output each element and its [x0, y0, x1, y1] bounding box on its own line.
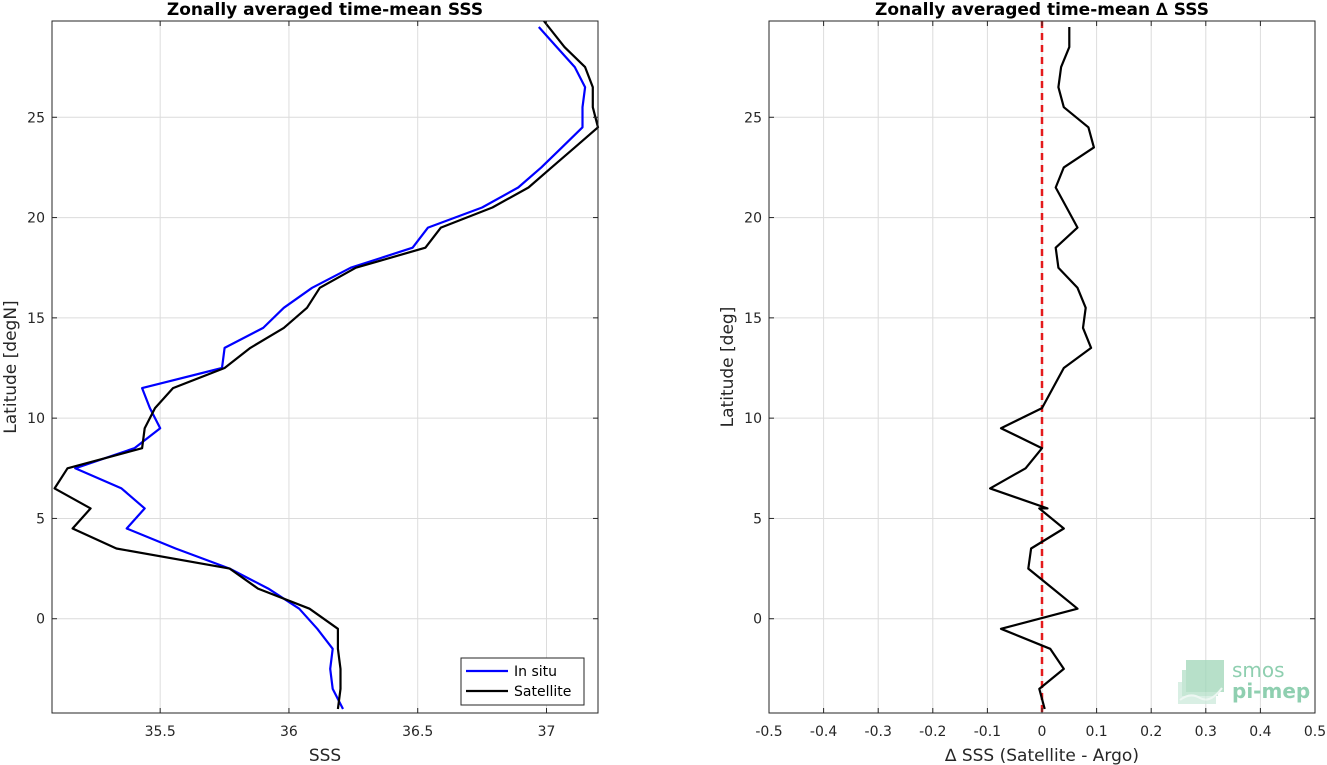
right-x-axis-label: ∆ SSS (Satellite - Argo)	[944, 746, 1139, 765]
legend-box	[460, 657, 585, 706]
x-tick-label: 0.3	[1195, 724, 1217, 740]
x-tick-label: 0.2	[1140, 724, 1162, 740]
legend-label-in-situ: In situ	[514, 664, 557, 680]
left-series	[53, 20, 600, 710]
y-tick-label: 20	[27, 211, 45, 227]
x-tick-label: -0.1	[974, 724, 1001, 740]
y-tick-label: 5	[36, 511, 45, 527]
y-tick-label: 5	[753, 511, 762, 527]
y-tick-label: 10	[27, 411, 45, 427]
x-tick-label: 36.5	[402, 724, 433, 740]
left-chart-title: Zonally averaged time-mean SSS	[167, 0, 483, 20]
logo-text-pi-mep: pi-mep	[1232, 679, 1310, 703]
y-tick-label: 0	[36, 612, 45, 628]
x-tick-label: -0.2	[919, 724, 946, 740]
y-tick-label: 25	[744, 110, 762, 126]
logo-text-smos: smos	[1232, 658, 1285, 682]
x-tick-label: -0.3	[865, 724, 892, 740]
x-tick-label: 35.5	[145, 724, 176, 740]
left-x-axis-label: SSS	[309, 746, 341, 765]
x-tick-label: 36	[280, 724, 298, 740]
left-y-axis-label: Latitude [degN]	[1, 300, 21, 433]
left-tick-labels: 35.5 36 36.5 37 0 5 10 15 20 25	[27, 21, 598, 740]
y-tick-label: 20	[744, 211, 762, 227]
sss-profile-panel: 35.5 36 36.5 37 0 5 10 15 20 25 Zonally averaged …	[1, 0, 600, 765]
legend-label-satellite: Satellite	[514, 684, 571, 700]
x-tick-label: 0.1	[1085, 724, 1107, 740]
right-chart-title: Zonally averaged time-mean ∆ SSS	[875, 0, 1209, 20]
delta-sss-panel: smos pi-mep -0.5 -0.4 -0.3 -0.2 -0.1 0 0.1 0.2 0…	[718, 0, 1326, 765]
left-axes-frame	[51, 20, 599, 714]
y-tick-label: 10	[744, 411, 762, 427]
y-tick-label: 15	[27, 311, 45, 327]
y-tick-label: 25	[27, 110, 45, 126]
series-line-delta-sss	[988, 27, 1096, 710]
legend: In situ Satellite	[460, 657, 585, 706]
x-tick-label: 37	[538, 724, 556, 740]
y-tick-label: 15	[744, 311, 762, 327]
x-tick-label: -0.5	[755, 724, 782, 740]
right-tick-labels: -0.5 -0.4 -0.3 -0.2 -0.1 0 0.1 0.2 0.3 0.4 0.5 0 5 10…	[744, 21, 1326, 740]
right-series	[988, 21, 1096, 713]
y-tick-label: 0	[753, 612, 762, 628]
smos-pi-mep-logo: smos pi-mep	[1178, 658, 1310, 704]
right-y-axis-label: Latitude [deg]	[718, 307, 738, 428]
x-tick-label: 0.5	[1304, 724, 1326, 740]
left-axes-background	[52, 21, 598, 713]
x-tick-label: -0.4	[810, 724, 837, 740]
series-line-satellite	[53, 20, 600, 710]
x-tick-label: 0	[1038, 724, 1047, 740]
x-tick-label: 0.4	[1249, 724, 1271, 740]
